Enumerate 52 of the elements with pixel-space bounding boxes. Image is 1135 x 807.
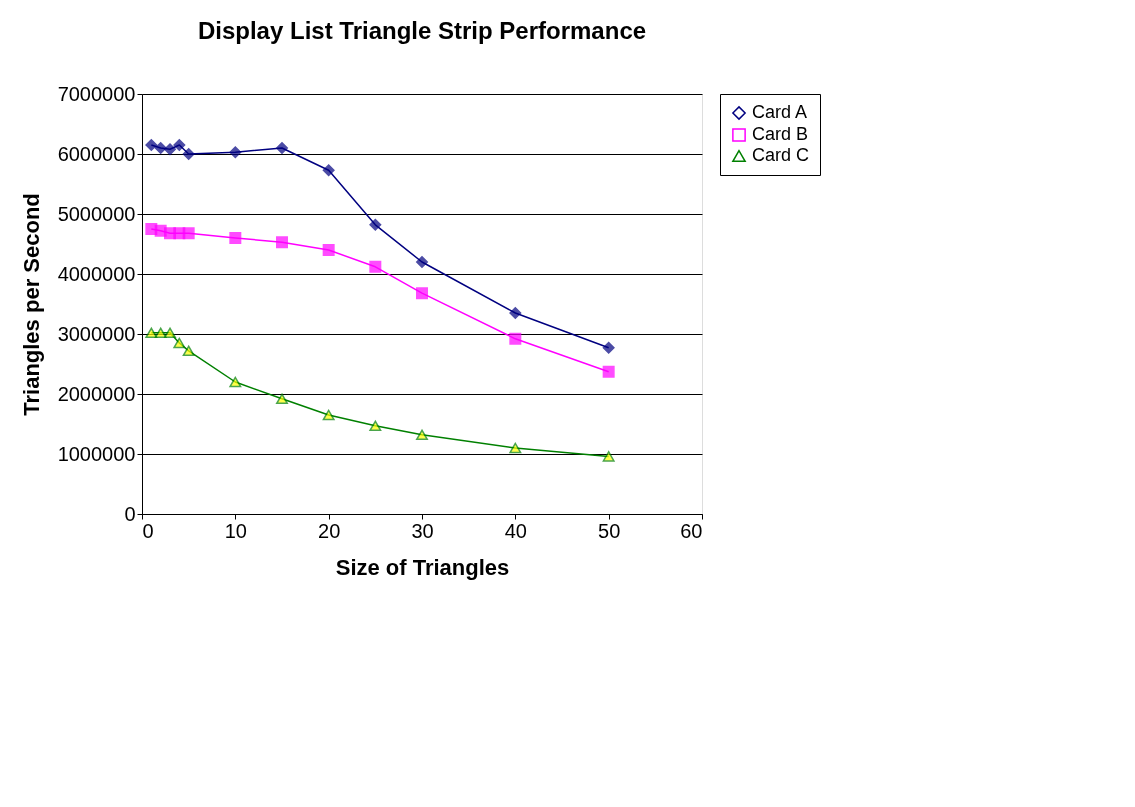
x-axis-title: Size of Triangles [335,554,510,580]
point [229,232,242,244]
y-tick-label: 4000000 [57,262,136,285]
legend-label: Card B [752,124,809,144]
point [229,376,242,388]
point [164,143,176,156]
point [182,227,195,240]
x-tick-label: 40 [504,519,527,542]
point [145,327,158,339]
y-tick-label: 1000000 [57,442,136,465]
point [602,451,615,462]
point [416,429,428,441]
point [276,393,288,405]
point [229,146,242,159]
point [509,307,522,319]
point [145,139,158,151]
point [276,236,288,249]
chart-title: Display List Triangle Strip Performance [197,17,647,44]
y-axis-title: Triangles per Second [18,193,44,416]
x-tick-label: 30 [411,519,434,542]
x-tick-label: 50 [598,519,621,542]
point [182,345,195,357]
legend-label: Card C [752,145,810,165]
legend-label: Card A [752,102,808,122]
y-tick-label: 5000000 [57,202,136,225]
point [369,420,382,432]
point [322,244,335,256]
x-tick-label: 60 [680,519,703,542]
point [602,341,615,354]
point [322,164,335,177]
point [416,256,428,268]
point [173,139,186,151]
x-tick-label: 20 [318,519,341,542]
point [164,327,176,339]
point [369,218,382,231]
point [602,365,615,378]
point [416,287,428,300]
point [322,409,335,421]
point [173,337,186,349]
point [182,148,195,160]
y-tick-label: 0 [124,502,136,525]
point [509,442,522,454]
x-tick-label: 10 [224,519,247,542]
y-tick-label: 7000000 [57,82,136,105]
point [369,260,382,273]
x-tick-label: 0 [142,519,154,542]
point [509,332,522,345]
y-tick-label: 2000000 [57,382,136,405]
y-tick-label: 3000000 [57,322,136,345]
y-tick-label: 6000000 [57,142,136,165]
point [154,327,167,339]
point [276,142,288,154]
